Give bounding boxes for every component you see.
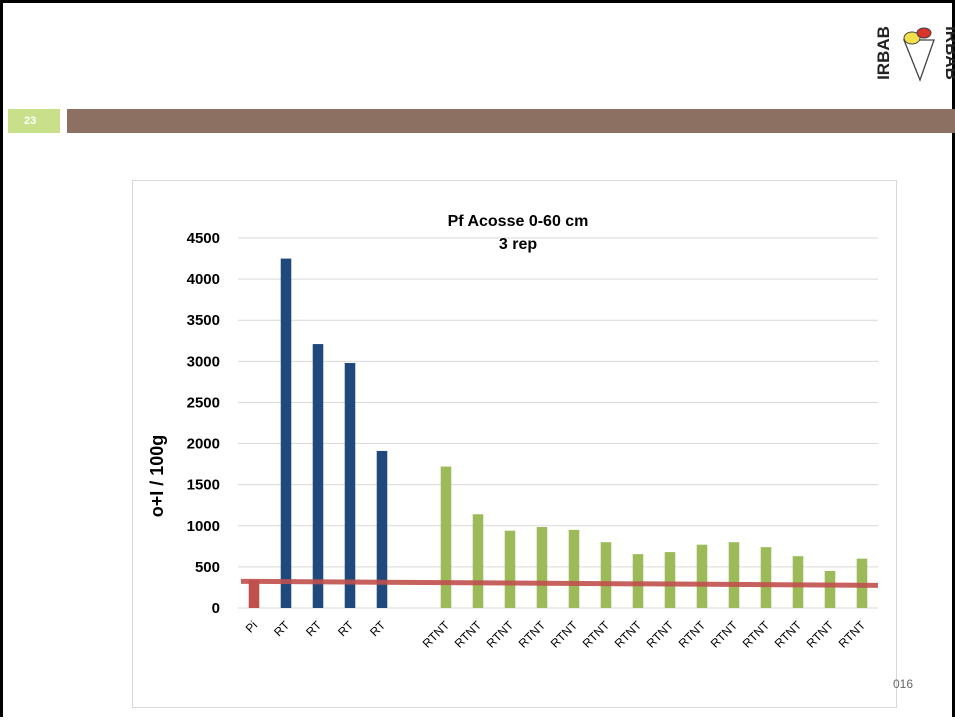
x-tick-label: RTNT (516, 618, 549, 651)
y-tick-label: 4000 (187, 271, 220, 288)
x-tick-label: RTNT (580, 618, 613, 651)
bar-13 (696, 544, 708, 608)
x-tick-label: RT (303, 618, 325, 640)
reference-line (240, 578, 879, 588)
grid-lines (238, 237, 878, 609)
bar-14 (728, 542, 740, 608)
bar-5 (440, 466, 452, 608)
bar-6 (472, 514, 484, 608)
chart-container: 0 500 1000 1500 2000 2500 3000 3500 4000 4500 Pi R… (132, 180, 897, 708)
bar-8 (536, 527, 548, 608)
logo-text-right: IRBAB (942, 26, 955, 80)
bar-1 (280, 258, 292, 608)
x-tick-label: RTNT (740, 618, 773, 651)
y-tick-label: 1500 (187, 477, 220, 494)
bar-11 (632, 554, 644, 608)
x-tick-label: RTNT (772, 618, 805, 651)
x-tick-label: RT (367, 618, 389, 640)
x-tick-label: RT (335, 618, 357, 640)
x-tick-label: Pi (243, 618, 260, 635)
y-tick-label: 1000 (187, 518, 220, 535)
bar-17 (824, 571, 836, 608)
bar-4 (376, 450, 388, 608)
y-tick-label: 3000 (187, 353, 220, 370)
x-tick-label: RTNT (676, 618, 709, 651)
x-tick-label: RTNT (548, 618, 581, 651)
chart-subtitle: 3 rep (499, 236, 537, 253)
bar-12 (664, 552, 676, 608)
y-tick-label: 3500 (187, 312, 220, 329)
x-tick-label: RTNT (420, 618, 453, 651)
irbab-logo: IRBAB IRBAB (872, 18, 955, 88)
logo-graphic: IRBAB IRBAB (874, 26, 955, 82)
bar-3 (344, 362, 356, 608)
chart-title: Pf Acosse 0-60 cm (448, 213, 589, 230)
x-tick-label: RTNT (452, 618, 485, 651)
x-tick-label: RTNT (484, 618, 517, 651)
bar-16 (792, 556, 804, 608)
y-tick-label: 500 (195, 559, 220, 576)
x-tick-label: RTNT (612, 618, 645, 651)
x-tick-label: RTNT (836, 618, 869, 651)
y-tick-label: 2500 (187, 394, 220, 411)
footer-text: 016 (893, 677, 914, 691)
logo-text-left: IRBAB (874, 26, 893, 80)
bar-10 (600, 542, 612, 608)
x-tick-label: RTNT (708, 618, 741, 651)
bar-7 (504, 530, 516, 608)
bar-2 (312, 344, 324, 608)
x-tick-labels: Pi RT RT RT RT RTNT RTNT RTNT RTNT RTNT RTNT RTNT RT… (243, 618, 869, 651)
x-tick-label: RTNT (804, 618, 837, 651)
reference-line-group (240, 578, 879, 588)
bar-9 (568, 529, 580, 608)
y-axis-label: o+I / 100g (147, 435, 167, 518)
x-tick-label: RTNT (644, 618, 677, 651)
bar-chart: 0 500 1000 1500 2000 2500 3000 3500 4000 4500 Pi R… (147, 213, 879, 651)
x-tick-label: RT (271, 618, 293, 640)
slide-number: 23 (8, 109, 60, 133)
bar-15 (760, 547, 772, 608)
y-tick-label: 0 (212, 600, 220, 617)
bars (248, 258, 868, 608)
y-tick-labels: 0 500 1000 1500 2000 2500 3000 3500 4000 4500 (187, 230, 220, 617)
bar-0 (248, 580, 260, 608)
header-bar (67, 109, 955, 133)
y-tick-label: 4500 (187, 230, 220, 247)
y-tick-label: 2000 (187, 436, 220, 453)
